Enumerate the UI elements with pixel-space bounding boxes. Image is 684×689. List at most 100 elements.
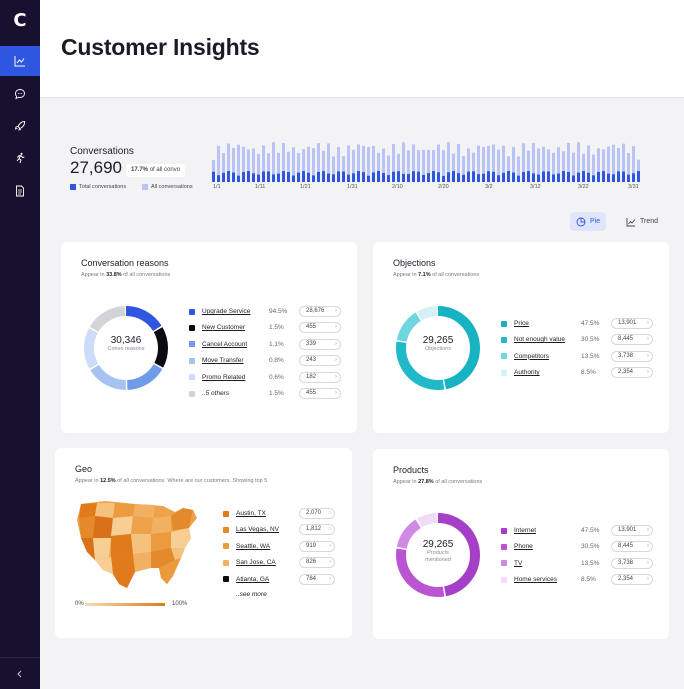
bar-all bbox=[232, 148, 235, 182]
item-label[interactable]: Las Vegas, NV bbox=[236, 526, 279, 534]
list-item[interactable]: Not enough value 30.5% 8,445 › bbox=[501, 334, 656, 346]
list-item[interactable]: Atlanta, GA 784 › bbox=[223, 573, 338, 585]
item-label[interactable]: Move Transfer bbox=[202, 357, 244, 365]
list-item[interactable]: Las Vegas, NV 1,812 › bbox=[223, 524, 338, 536]
legend-swatch bbox=[189, 374, 195, 381]
nav-launch[interactable] bbox=[0, 111, 40, 141]
list-item[interactable]: Competitors 13.5% 3,738 › bbox=[501, 350, 656, 362]
see-more-link[interactable]: ..see more bbox=[236, 591, 267, 598]
bar-all bbox=[332, 156, 335, 182]
list-item[interactable]: Seattle, WA 919 › bbox=[223, 540, 338, 552]
item-label[interactable]: New Customer bbox=[202, 324, 245, 332]
item-count-button[interactable]: 455 › bbox=[299, 322, 341, 334]
nav-conversations[interactable] bbox=[0, 79, 40, 109]
item-label[interactable]: Phone bbox=[514, 543, 533, 551]
item-percent: 13.5% bbox=[581, 352, 600, 360]
list-item[interactable]: New Customer 1.5% 455 › bbox=[189, 322, 344, 334]
trend-chart-icon bbox=[626, 217, 636, 226]
bar-total bbox=[417, 171, 420, 182]
item-label[interactable]: TV bbox=[514, 559, 523, 567]
legend-swatch bbox=[223, 543, 229, 550]
item-label[interactable]: San Jose, CA bbox=[236, 559, 276, 567]
item-count-button[interactable]: 3,738 › bbox=[611, 557, 653, 569]
bar-total bbox=[637, 171, 640, 182]
item-label[interactable]: Internet bbox=[514, 527, 537, 534]
item-label[interactable]: Upgrade Service bbox=[202, 308, 251, 315]
bar-total bbox=[467, 171, 470, 182]
item-label[interactable]: Cancel Account bbox=[202, 340, 248, 348]
list-item[interactable]: Price 47.5% 13,901 › bbox=[501, 318, 656, 329]
item-count-button[interactable]: 182 › bbox=[299, 371, 341, 383]
nav-insights[interactable] bbox=[0, 46, 40, 76]
list-item[interactable]: Internet 47.5% 13,901 › bbox=[501, 525, 656, 536]
list-item[interactable]: Cancel Account 1.1% 339 › bbox=[189, 338, 344, 350]
list-item[interactable]: TV 13.5% 3,738 › bbox=[501, 557, 656, 569]
item-label[interactable]: Not enough value bbox=[514, 336, 565, 344]
sub-pct: 12.5% bbox=[100, 478, 116, 484]
card-title: Products bbox=[393, 465, 429, 475]
chevron-right-icon: › bbox=[329, 526, 331, 533]
item-count-button[interactable]: 339 › bbox=[299, 338, 341, 350]
chevron-right-icon: › bbox=[647, 320, 649, 326]
bar-all bbox=[497, 149, 500, 182]
x-tick: 1/31 bbox=[347, 184, 358, 190]
list-item[interactable]: Promo Related 0.6% 182 › bbox=[189, 371, 344, 383]
bar-total bbox=[332, 174, 335, 182]
item-count-button[interactable]: 243 › bbox=[299, 355, 341, 367]
item-count-button[interactable]: 919 › bbox=[299, 540, 335, 552]
bar-total bbox=[307, 172, 310, 182]
item-label[interactable]: Price bbox=[514, 320, 529, 327]
view-trend-button[interactable]: Trend bbox=[620, 212, 664, 231]
collapse-sidebar-button[interactable] bbox=[0, 657, 40, 689]
item-count-button[interactable]: 13,901 › bbox=[611, 525, 653, 536]
card-subtitle: Appear in 12.5% of all conversations. Wh… bbox=[75, 478, 267, 484]
app-logo[interactable]: C bbox=[13, 9, 27, 31]
item-label[interactable]: Promo Related bbox=[202, 373, 246, 381]
bar-total bbox=[422, 174, 425, 182]
bar-all bbox=[622, 143, 625, 182]
legend-total-label: Total conversations bbox=[79, 184, 127, 190]
item-label[interactable]: ..5 others bbox=[202, 390, 230, 397]
item-count-button[interactable]: 8,445 › bbox=[611, 541, 653, 553]
item-percent: 0.6% bbox=[269, 373, 284, 381]
nav-activity[interactable] bbox=[0, 143, 40, 173]
list-item[interactable]: Home services 8.5% 2,354 › bbox=[501, 574, 656, 586]
bar-all bbox=[252, 148, 255, 182]
list-item[interactable]: Authority 8.5% 2,354 › bbox=[501, 367, 656, 379]
view-pie-button[interactable]: Pie bbox=[570, 212, 607, 231]
list-item[interactable]: ..5 others 1.5% 455 › bbox=[189, 388, 344, 399]
bar-total bbox=[552, 174, 555, 182]
item-label[interactable]: Atlanta, GA bbox=[236, 575, 270, 583]
item-count: 784 bbox=[306, 575, 317, 582]
item-count-button[interactable]: 3,738 › bbox=[611, 350, 653, 362]
item-count-button[interactable]: 455 › bbox=[299, 388, 341, 399]
item-label[interactable]: Competitors bbox=[514, 352, 550, 360]
item-count-button[interactable]: 2,354 › bbox=[611, 574, 653, 586]
bar-total bbox=[577, 172, 580, 182]
item-count-button[interactable]: 28,676 › bbox=[299, 306, 341, 317]
item-count-button[interactable]: 2,070 › bbox=[299, 508, 335, 519]
item-label[interactable]: Austin, TX bbox=[236, 510, 266, 517]
item-count-button[interactable]: 8,445 › bbox=[611, 334, 653, 346]
item-count-button[interactable]: 784 › bbox=[299, 573, 335, 585]
item-label[interactable]: Home services bbox=[514, 576, 557, 584]
bar-all bbox=[572, 152, 575, 182]
item-count-button[interactable]: 13,901 › bbox=[611, 318, 653, 329]
legend-swatch bbox=[223, 576, 229, 583]
nav-documents[interactable] bbox=[0, 176, 40, 206]
products-card: Products Appear in 27.8% of all conversa… bbox=[373, 449, 669, 639]
list-item[interactable]: San Jose, CA 826 › bbox=[223, 557, 338, 569]
bar-all bbox=[562, 151, 565, 182]
item-count-button[interactable]: 826 › bbox=[299, 557, 335, 569]
list-item[interactable]: Upgrade Service 94.5% 28,676 › bbox=[189, 306, 344, 317]
list-item[interactable]: Move Transfer 0.8% 243 › bbox=[189, 355, 344, 367]
item-label[interactable]: Authority bbox=[514, 369, 540, 377]
bar-total bbox=[407, 174, 410, 182]
item-count-button[interactable]: 1,812 › bbox=[299, 524, 335, 536]
list-item[interactable]: Phone 30.5% 8,445 › bbox=[501, 541, 656, 553]
legend-swatch bbox=[501, 369, 507, 376]
item-count-button[interactable]: 2,354 › bbox=[611, 367, 653, 379]
item-label[interactable]: Seattle, WA bbox=[236, 542, 271, 550]
list-item[interactable]: Austin, TX 2,070 › bbox=[223, 508, 338, 519]
bar-all bbox=[512, 146, 515, 182]
